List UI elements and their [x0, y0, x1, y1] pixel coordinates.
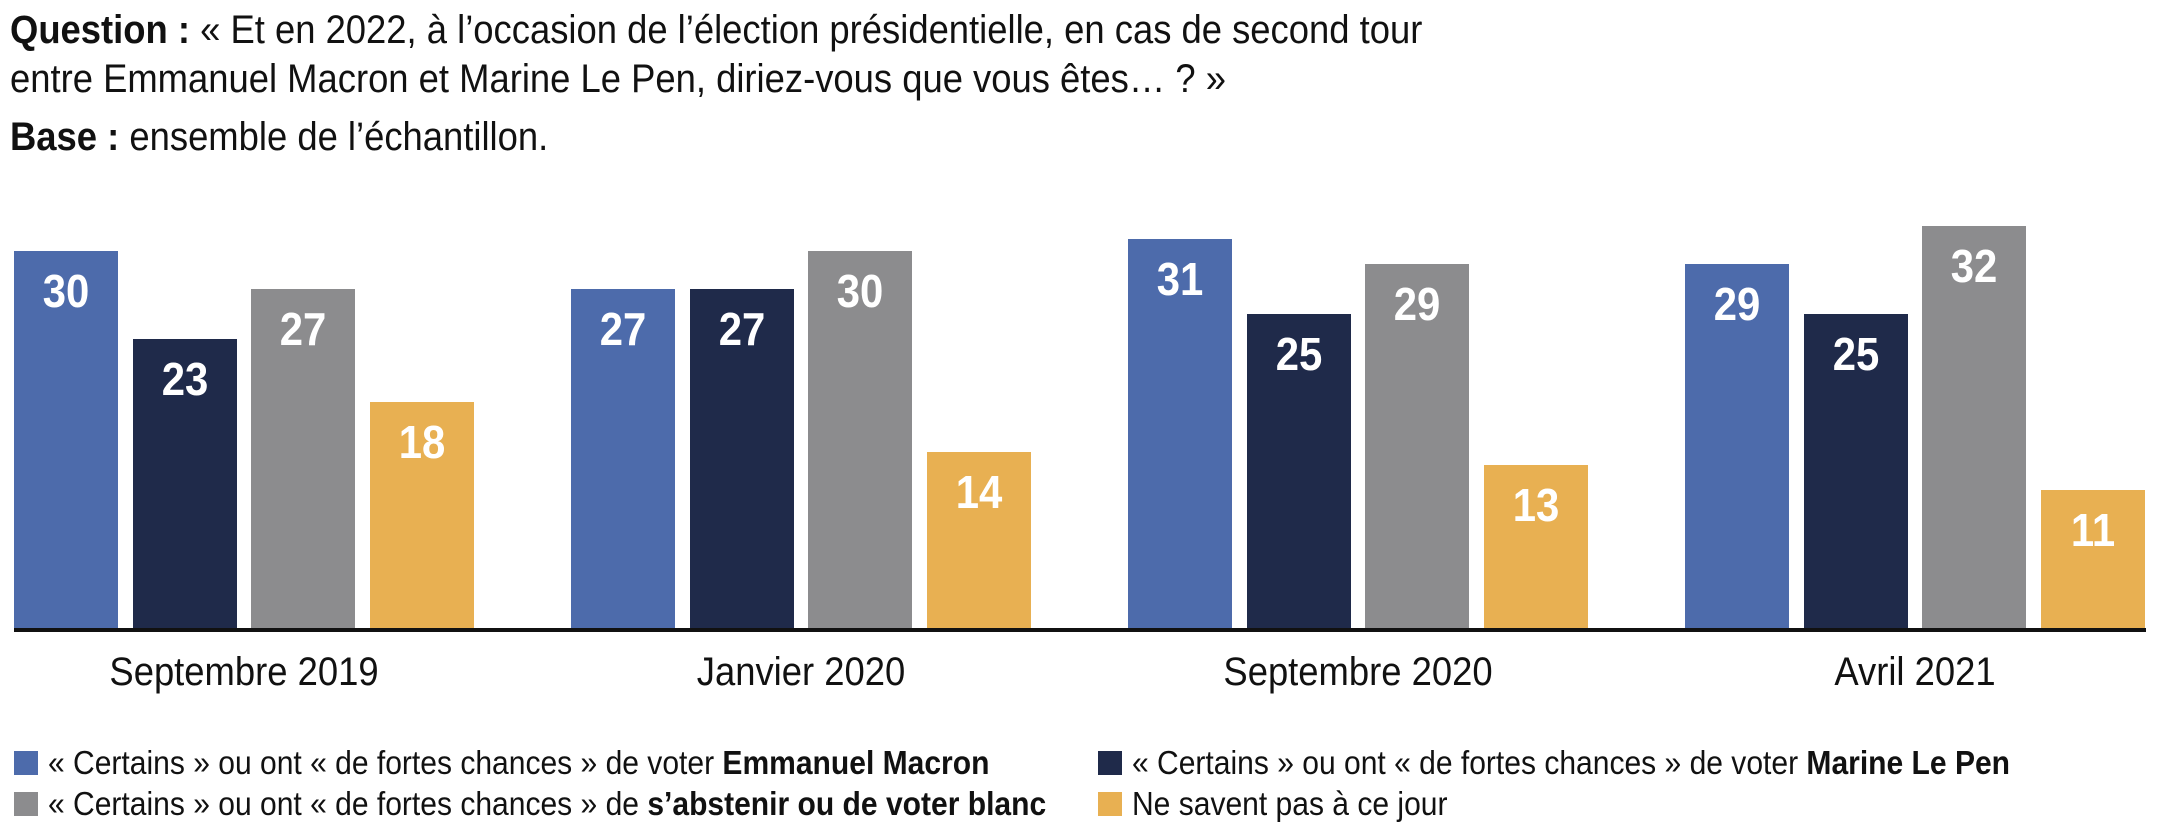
bar-ne-savent-pas-g3: 13: [1484, 465, 1588, 628]
question-text-2: entre Emmanuel Macron et Marine Le Pen, …: [10, 57, 1226, 101]
chart-header: Question : « Et en 2022, à l’occasion de…: [10, 6, 1422, 162]
bar-value-label: 29: [1393, 278, 1441, 330]
legend-swatch-lepen: [1098, 750, 1122, 775]
category-label-3: Septembre 2020: [1223, 650, 1493, 694]
legend-swatch-ne-savent-pas: [1098, 791, 1122, 816]
bar-value-label: 27: [718, 303, 766, 355]
question-label: Question :: [10, 8, 190, 52]
bar-value-label: 27: [279, 303, 327, 355]
legend-label-ne-savent-pas: Ne savent pas à ce jour: [1132, 784, 1448, 822]
legend: « Certains » ou ont « de fortes chances …: [14, 742, 2146, 824]
question-line-2: entre Emmanuel Macron et Marine Le Pen, …: [10, 55, 1422, 104]
bar-value-label: 27: [599, 303, 647, 355]
bar-abstention-g3: 29: [1365, 264, 1469, 628]
bar-value-label: 18: [398, 416, 446, 468]
legend-label-abstention: « Certains » ou ont « de fortes chances …: [48, 784, 1047, 822]
bar-value-label: 25: [1832, 328, 1880, 380]
bar-abstention-g1: 27: [251, 289, 355, 628]
bar-value-label: 14: [955, 466, 1003, 518]
category-label-1: Septembre 2019: [109, 650, 379, 694]
bar-lepen-g4: 25: [1804, 314, 1908, 628]
bar-value-label: 13: [1512, 479, 1560, 531]
bar-macron-g4: 29: [1685, 264, 1789, 628]
base-text: ensemble de l’échantillon.: [129, 115, 549, 159]
bar-value-label: 25: [1275, 328, 1323, 380]
bar-value-label: 30: [42, 265, 90, 317]
bar-macron-g1: 30: [14, 251, 118, 628]
bar-abstention-g4: 32: [1922, 226, 2026, 628]
legend-label-lepen: « Certains » ou ont « de fortes chances …: [1132, 743, 2011, 781]
bar-ne-savent-pas-g1: 18: [370, 402, 474, 628]
base-line: Base : ensemble de l’échantillon.: [10, 113, 1422, 162]
bar-macron-g2: 27: [571, 289, 675, 628]
bar-lepen-g3: 25: [1247, 314, 1351, 628]
bar-value-label: 30: [836, 265, 884, 317]
bar-value-label: 31: [1156, 253, 1204, 305]
question-text-1: « Et en 2022, à l’occasion de l’élection…: [200, 8, 1423, 52]
legend-item-ne-savent-pas: Ne savent pas à ce jour: [1098, 783, 2146, 824]
legend-item-abstention: « Certains » ou ont « de fortes chances …: [14, 783, 1098, 824]
x-axis-line: [14, 628, 2146, 632]
legend-swatch-abstention: [14, 791, 38, 816]
bar-value-label: 29: [1713, 278, 1761, 330]
bar-lepen-g1: 23: [133, 339, 237, 628]
legend-item-macron: « Certains » ou ont « de fortes chances …: [14, 742, 1098, 783]
bar-lepen-g2: 27: [690, 289, 794, 628]
bar-macron-g3: 31: [1128, 239, 1232, 628]
legend-item-lepen: « Certains » ou ont « de fortes chances …: [1098, 742, 2146, 783]
base-label: Base :: [10, 115, 120, 159]
bar-ne-savent-pas-g2: 14: [927, 452, 1031, 628]
category-label-2: Janvier 2020: [696, 650, 906, 694]
bar-ne-savent-pas-g4: 11: [2041, 490, 2145, 628]
legend-label-macron: « Certains » ou ont « de fortes chances …: [48, 743, 990, 781]
legend-swatch-macron: [14, 750, 38, 775]
bar-value-label: 23: [161, 353, 209, 405]
question-line-1: Question : « Et en 2022, à l’occasion de…: [10, 6, 1422, 55]
category-label-4: Avril 2021: [1834, 650, 1996, 694]
bar-value-label: 32: [1950, 240, 1998, 292]
bar-abstention-g2: 30: [808, 251, 912, 628]
bar-value-label: 11: [2070, 504, 2116, 556]
